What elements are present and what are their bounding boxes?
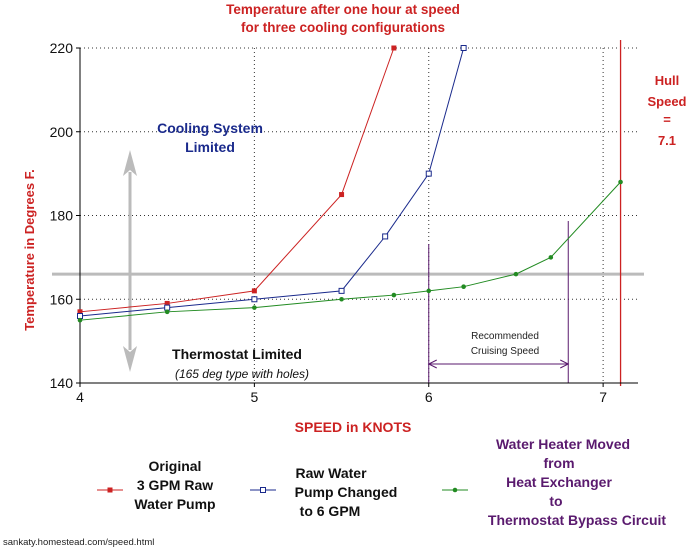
hull-speed-line-2: Speed <box>647 94 686 109</box>
legend-water-heater-line-5: Thermostat Bypass Circuit <box>488 512 666 528</box>
cruising-label-line-1: Recommended <box>471 331 539 342</box>
limit-arrow-head-up <box>123 150 137 176</box>
data-point <box>252 305 257 310</box>
series-line <box>79 181 621 321</box>
axes: 140 160 180 200 220 4 5 6 7 <box>50 40 638 405</box>
hull-speed-line-3: = <box>663 112 671 127</box>
series-line <box>79 47 465 317</box>
data-point <box>426 288 432 294</box>
series <box>77 45 623 323</box>
cruising-arrow-head-right <box>560 359 570 369</box>
legend-water-heater-line-3: Heat Exchanger <box>506 474 612 490</box>
y-tick-label: 200 <box>50 124 74 140</box>
legend-original-line-1: Original <box>149 458 202 474</box>
legend-original-line-2: 3 GPM Raw <box>137 477 213 493</box>
footer-url: sankaty.homestead.com/speed.html <box>3 537 154 548</box>
data-point <box>382 233 389 240</box>
reference-lines <box>52 40 644 386</box>
chart-title: Temperature after one hour at speed <box>226 2 460 17</box>
legend-water-heater-line-2: from <box>543 455 574 471</box>
data-point <box>260 487 266 493</box>
cruising-arrow-head-left <box>427 359 437 369</box>
grid <box>80 47 638 383</box>
data-point <box>107 487 113 493</box>
data-point <box>77 313 83 319</box>
data-point <box>391 45 397 51</box>
series-line <box>79 47 395 313</box>
data-point <box>391 292 397 298</box>
data-point <box>164 304 171 311</box>
chart-text: Temperature after one hour at speed for … <box>3 2 687 548</box>
data-point <box>77 317 83 323</box>
data-point <box>513 271 519 277</box>
x-tick-label: 4 <box>76 389 84 405</box>
data-point <box>548 255 554 260</box>
limit-arrow-head-down <box>123 346 137 372</box>
legend-water-heater-line-4: to <box>549 493 562 509</box>
data-point <box>77 309 83 315</box>
data-point <box>339 192 345 198</box>
data-point <box>338 287 345 294</box>
thermostat-limited-label: Thermostat Limited <box>172 346 302 362</box>
data-point <box>425 170 432 177</box>
chart-subtitle: for three cooling configurations <box>241 20 445 35</box>
data-point <box>460 45 467 51</box>
y-tick-label: 220 <box>50 40 74 56</box>
data-point <box>618 179 623 185</box>
legend <box>97 487 468 493</box>
legend-water-heater-line-1: Water Heater Moved <box>496 436 630 452</box>
data-point <box>452 487 458 493</box>
data-point <box>164 309 170 315</box>
thermostat-note: (165 deg type with holes) <box>175 367 309 381</box>
x-axis-label: SPEED in KNOTS <box>295 419 412 435</box>
data-point <box>461 284 466 289</box>
x-tick-label: 7 <box>599 389 607 405</box>
data-point <box>164 300 170 306</box>
hull-speed-line-1: Hull <box>655 73 680 88</box>
legend-raw-water-line-1: Raw Water <box>295 465 367 481</box>
y-tick-label: 180 <box>50 208 74 224</box>
legend-raw-water-line-2: Pump Changed <box>295 484 398 500</box>
y-axis-label: Temperature in Degrees F. <box>22 169 37 331</box>
y-tick-label: 140 <box>50 375 74 391</box>
cooling-limited-line-1: Cooling System <box>157 120 263 136</box>
cruising-label-line-2: Cruising Speed <box>471 346 539 357</box>
x-tick-label: 6 <box>425 389 433 405</box>
data-point <box>251 288 257 294</box>
y-tick-label: 160 <box>50 291 74 307</box>
data-point <box>251 296 258 303</box>
legend-original-line-3: Water Pump <box>134 496 215 512</box>
data-point <box>339 296 344 302</box>
legend-raw-water-line-3: to 6 GPM <box>300 503 361 519</box>
cooling-limited-line-2: Limited <box>185 139 235 155</box>
hull-speed-line-4: 7.1 <box>658 133 676 148</box>
x-tick-label: 5 <box>250 389 258 405</box>
